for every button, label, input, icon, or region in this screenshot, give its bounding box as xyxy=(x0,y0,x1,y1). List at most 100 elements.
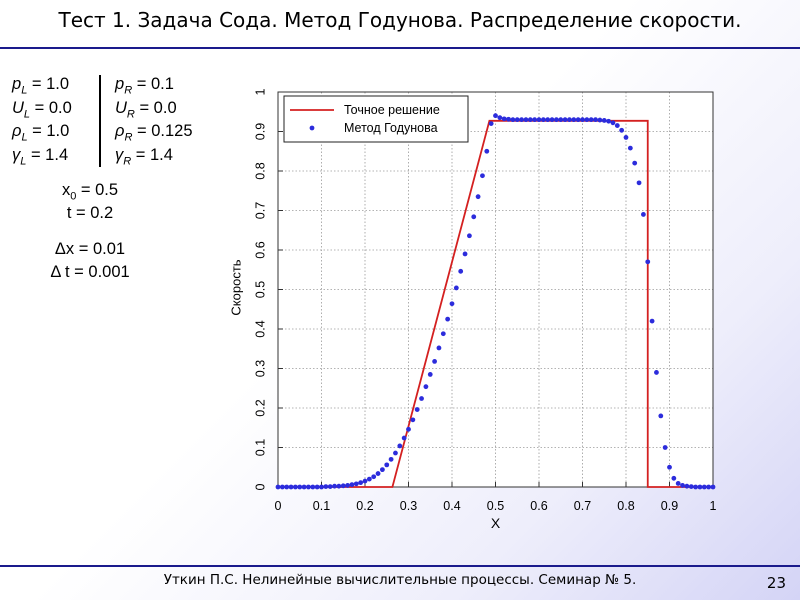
godunov-point xyxy=(380,467,385,473)
godunov-point xyxy=(493,113,498,119)
x-tick-label: 0.5 xyxy=(487,499,504,513)
godunov-point xyxy=(701,484,707,490)
x-tick-label: 0.2 xyxy=(356,499,373,513)
godunov-point xyxy=(545,117,551,123)
footer-text: Уткин П.С. Нелинейные вычислительные про… xyxy=(163,572,637,588)
title-divider xyxy=(0,47,800,49)
param-left-0: pL = 1.0 xyxy=(12,73,72,97)
godunov-point xyxy=(384,462,390,468)
param-right-3: γR = 1.4 xyxy=(115,144,193,168)
godunov-point xyxy=(649,318,655,324)
godunov-point xyxy=(397,443,403,449)
godunov-point xyxy=(345,483,350,488)
param-t: t = 0.2 xyxy=(66,204,114,222)
y-tick-label: 0.7 xyxy=(253,202,267,219)
x-tick-label: 0.7 xyxy=(574,499,591,513)
x-tick-label: 1 xyxy=(710,499,717,513)
godunov-point xyxy=(440,331,446,337)
godunov-point xyxy=(593,117,598,123)
godunov-point xyxy=(680,483,685,488)
godunov-point xyxy=(693,484,698,490)
godunov-point xyxy=(562,117,568,123)
godunov-point xyxy=(488,121,494,126)
godunov-point xyxy=(627,145,633,151)
godunov-point xyxy=(366,476,372,482)
godunov-point xyxy=(558,117,564,123)
godunov-point xyxy=(323,484,329,490)
param-left-3: γL = 1.4 xyxy=(12,144,72,168)
godunov-point xyxy=(275,484,281,490)
param-left-2: ρL = 1.0 xyxy=(12,120,72,144)
param-symbol: U xyxy=(12,98,24,117)
param-subscript: R xyxy=(123,154,132,167)
y-tick-label: 0 xyxy=(253,483,267,490)
godunov-point xyxy=(467,233,472,239)
param-value: = 1.4 xyxy=(131,145,173,164)
right-state-parameters: pR = 0.1 UR = 0.0 ρR = 0.125 γR = 1.4 xyxy=(115,73,193,167)
x-tick-label: 0.6 xyxy=(530,499,547,513)
godunov-point xyxy=(632,160,638,166)
param-subscript: L xyxy=(21,84,28,97)
godunov-point xyxy=(697,484,703,490)
godunov-point xyxy=(340,483,346,489)
param-symbol: γ xyxy=(115,145,124,164)
godunov-point xyxy=(597,117,603,123)
godunov-point xyxy=(371,474,377,480)
godunov-point xyxy=(458,268,464,274)
param-symbol: p xyxy=(115,75,125,93)
godunov-point xyxy=(362,478,368,484)
param-subscript: L xyxy=(20,154,27,167)
godunov-point xyxy=(401,435,407,441)
godunov-point xyxy=(662,445,668,450)
page-number: 23 xyxy=(766,574,786,592)
godunov-point xyxy=(506,116,511,122)
x-tick-label: 0.4 xyxy=(443,499,460,513)
y-axis-label: Скорость xyxy=(228,259,243,315)
godunov-point xyxy=(427,372,433,377)
godunov-point xyxy=(684,483,690,489)
y-tick-label: 0.8 xyxy=(253,162,267,179)
param-symbol: γ xyxy=(12,145,21,164)
godunov-point xyxy=(349,482,355,488)
param-value: = 1.0 xyxy=(27,122,70,140)
godunov-point xyxy=(475,194,481,200)
godunov-point xyxy=(449,301,455,307)
godunov-point xyxy=(319,484,324,490)
param-value: = 1.4 xyxy=(26,145,69,164)
legend-box xyxy=(283,95,469,143)
godunov-point xyxy=(423,384,429,390)
godunov-point xyxy=(453,285,459,291)
param-symbol: p xyxy=(12,75,22,93)
godunov-point xyxy=(410,417,416,423)
param-subscript: R xyxy=(126,107,135,120)
param-value: = 1.0 xyxy=(27,75,70,93)
godunov-point xyxy=(658,413,664,419)
x-axis-label: X xyxy=(491,515,501,531)
godunov-point xyxy=(619,127,625,133)
godunov-point xyxy=(288,484,294,490)
godunov-point xyxy=(414,407,420,412)
godunov-point xyxy=(540,117,546,123)
godunov-point xyxy=(297,484,303,490)
godunov-point xyxy=(584,117,590,123)
godunov-point xyxy=(514,117,520,123)
godunov-point xyxy=(675,481,681,486)
param-right-2: ρR = 0.125 xyxy=(115,120,193,144)
godunov-point xyxy=(654,370,659,375)
godunov-point xyxy=(567,117,572,123)
godunov-point xyxy=(353,481,359,487)
y-tick-label: 0.6 xyxy=(253,241,267,258)
godunov-point xyxy=(527,117,533,123)
godunov-point xyxy=(688,484,694,490)
godunov-point xyxy=(445,316,451,322)
godunov-point xyxy=(610,120,616,126)
godunov-point xyxy=(310,484,316,490)
godunov-point xyxy=(523,117,529,123)
godunov-point xyxy=(636,180,642,186)
slide-title: Тест 1. Задача Сода. Метод Годунова. Рас… xyxy=(58,8,742,32)
godunov-point xyxy=(432,358,437,364)
godunov-point xyxy=(519,117,524,123)
godunov-point xyxy=(571,117,577,123)
y-tick-label: 0.1 xyxy=(253,439,267,456)
